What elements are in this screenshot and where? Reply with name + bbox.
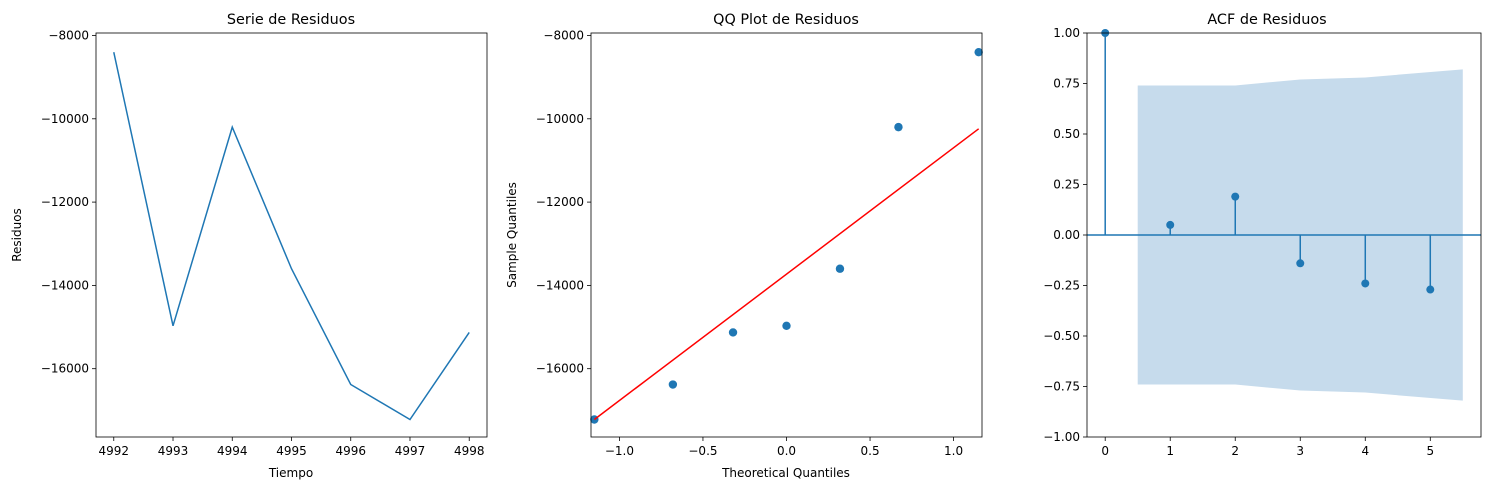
y-tick-label: 0.00 bbox=[1053, 228, 1080, 242]
qq-plot-panel: QQ Plot de Residuos Theoretical Quantile… bbox=[505, 12, 983, 480]
residual-series-panel: Serie de Residuos Tiempo Residuos 4992 49… bbox=[10, 12, 488, 480]
y-tick-label: −16000 bbox=[41, 362, 89, 376]
y-tick-label: −10000 bbox=[41, 112, 89, 126]
plot-frame bbox=[95, 32, 488, 438]
x-tick-label: −0.5 bbox=[688, 444, 717, 458]
x-tick-label: 4994 bbox=[217, 444, 248, 458]
x-tick-label: 4 bbox=[1361, 444, 1369, 458]
x-tick-label: 5 bbox=[1426, 444, 1434, 458]
qq-point bbox=[835, 264, 845, 273]
x-tick-label: −1.0 bbox=[605, 444, 634, 458]
qq-point bbox=[974, 47, 983, 57]
plot-frame bbox=[590, 32, 983, 438]
x-tick-label: 0.0 bbox=[777, 444, 796, 458]
x-tick-label: 0.5 bbox=[861, 444, 880, 458]
plot-frame bbox=[1086, 32, 1482, 438]
x-tick-label: 4993 bbox=[158, 444, 189, 458]
y-tick-label: −8000 bbox=[543, 28, 584, 42]
y-tick-label: −12000 bbox=[536, 195, 584, 209]
x-tick-label: 4995 bbox=[276, 444, 307, 458]
y-tick-label: −8000 bbox=[48, 28, 89, 42]
x-tick-label: 4992 bbox=[98, 444, 129, 458]
y-tick-label: −14000 bbox=[536, 278, 584, 292]
x-tick-label: 1 bbox=[1166, 444, 1174, 458]
x-tick-label: 4996 bbox=[335, 444, 366, 458]
x-tick-label: 0 bbox=[1101, 444, 1109, 458]
y-tick-label: 0.75 bbox=[1053, 77, 1080, 91]
x-tick-label: 4997 bbox=[395, 444, 426, 458]
panel-title: Serie de Residuos bbox=[227, 12, 355, 28]
qq-point bbox=[894, 122, 903, 132]
acf-marker bbox=[1166, 220, 1175, 229]
qq-point bbox=[728, 328, 738, 337]
x-axis-label: Tiempo bbox=[268, 466, 313, 480]
acf-panel: ACF de Residuos 0 1 2 3 4 5 −1.00 −0.75 −0.50 −0.… bbox=[1043, 12, 1482, 458]
x-axis-label: Theoretical Quantiles bbox=[721, 466, 850, 480]
y-tick-label: −0.50 bbox=[1043, 329, 1080, 343]
qq-point bbox=[782, 321, 791, 330]
x-tick-label: 3 bbox=[1296, 444, 1304, 458]
y-tick-label: 0.25 bbox=[1053, 178, 1080, 192]
qq-point bbox=[668, 380, 678, 389]
panel-title: ACF de Residuos bbox=[1207, 12, 1326, 28]
y-tick-label: −14000 bbox=[41, 278, 89, 292]
x-tick-label: 1.0 bbox=[944, 444, 963, 458]
y-axis-label: Sample Quantiles bbox=[505, 182, 519, 288]
y-tick-label: −16000 bbox=[536, 362, 584, 376]
x-tick-label: 2 bbox=[1231, 444, 1239, 458]
y-tick-label: −1.00 bbox=[1043, 430, 1080, 444]
y-tick-label: −12000 bbox=[41, 195, 89, 209]
y-tick-label: −10000 bbox=[536, 112, 584, 126]
y-tick-label: −0.75 bbox=[1043, 380, 1080, 394]
y-tick-label: 0.50 bbox=[1053, 127, 1080, 141]
y-tick-label: −0.25 bbox=[1043, 279, 1080, 293]
x-tick-label: 4998 bbox=[454, 444, 485, 458]
acf-marker bbox=[1296, 259, 1305, 268]
acf-marker bbox=[1361, 279, 1370, 288]
panel-title: QQ Plot de Residuos bbox=[713, 12, 859, 28]
y-tick-label: 1.00 bbox=[1053, 26, 1080, 40]
residual-series-line bbox=[113, 52, 470, 421]
y-axis-label: Residuos bbox=[10, 208, 24, 262]
acf-marker bbox=[1426, 285, 1435, 294]
acf-marker bbox=[1231, 192, 1240, 201]
qq-reference-line bbox=[593, 128, 980, 421]
